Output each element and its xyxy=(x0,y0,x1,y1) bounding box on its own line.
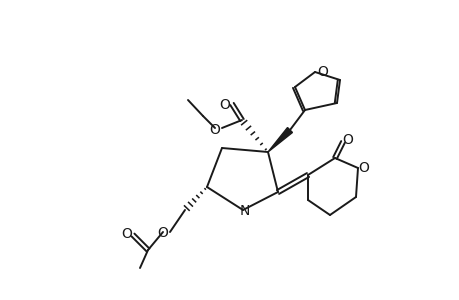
Text: O: O xyxy=(157,226,168,240)
Text: O: O xyxy=(219,98,230,112)
Text: O: O xyxy=(209,123,220,137)
Text: O: O xyxy=(342,133,353,147)
Text: O: O xyxy=(358,161,369,175)
Text: O: O xyxy=(121,227,132,241)
Text: O: O xyxy=(317,65,328,79)
Text: N: N xyxy=(239,204,250,218)
Polygon shape xyxy=(268,128,292,152)
